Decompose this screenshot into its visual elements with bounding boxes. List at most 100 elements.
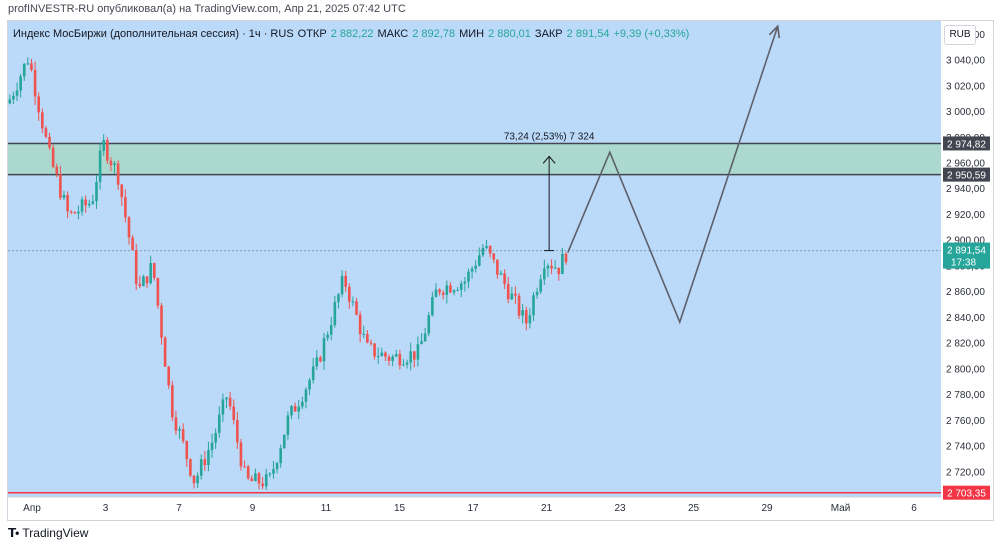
resistance-zone[interactable] (8, 143, 941, 175)
candle-down[interactable] (55, 166, 59, 175)
candle-down[interactable] (319, 357, 322, 362)
candle-up[interactable] (221, 399, 225, 415)
candle-up[interactable] (539, 279, 543, 292)
candle-down[interactable] (152, 263, 156, 279)
candle-up[interactable] (423, 333, 427, 342)
candle-up[interactable] (405, 362, 409, 365)
candle-down[interactable] (120, 184, 124, 198)
candle-up[interactable] (416, 344, 420, 360)
candle-down[interactable] (246, 466, 250, 479)
candle-down[interactable] (358, 314, 362, 335)
candle-down[interactable] (257, 473, 261, 484)
projection-path[interactable] (567, 25, 779, 325)
candle-down[interactable] (398, 354, 402, 366)
candle-up[interactable] (113, 163, 116, 166)
candle-down[interactable] (506, 283, 510, 300)
candle-up[interactable] (467, 271, 470, 282)
candle-up[interactable] (95, 181, 98, 202)
candle-down[interactable] (116, 163, 120, 185)
candle-down[interactable] (250, 478, 254, 482)
price-level-badge[interactable] (943, 167, 990, 182)
candle-down[interactable] (236, 419, 239, 443)
candle-up[interactable] (402, 364, 405, 366)
candle-up[interactable] (268, 473, 272, 475)
price-level-badge[interactable] (943, 485, 990, 500)
candle-up[interactable] (301, 401, 304, 407)
candle-down[interactable] (228, 397, 232, 407)
candle-down[interactable] (124, 197, 127, 218)
candle-down[interactable] (189, 459, 192, 476)
candle-up[interactable] (470, 268, 474, 272)
candle-up[interactable] (87, 203, 91, 206)
candle-up[interactable] (478, 255, 481, 266)
candle-up[interactable] (19, 76, 22, 91)
candle-down[interactable] (438, 289, 441, 293)
candle-down[interactable] (127, 217, 131, 238)
candle-up[interactable] (481, 247, 485, 256)
candle-down[interactable] (373, 343, 376, 357)
candle-up[interactable] (290, 405, 293, 416)
candle-up[interactable] (286, 415, 290, 435)
candle-down[interactable] (33, 69, 37, 97)
candle-up[interactable] (272, 469, 275, 474)
candle-up[interactable] (315, 357, 319, 367)
candle-down[interactable] (59, 174, 62, 199)
candle-down[interactable] (239, 442, 243, 467)
candle-up[interactable] (199, 459, 203, 476)
candle-down[interactable] (44, 128, 48, 137)
candle-up[interactable] (178, 429, 181, 431)
candle-down[interactable] (109, 160, 113, 166)
candle-up[interactable] (297, 406, 301, 412)
candle-down[interactable] (550, 265, 553, 269)
candle-up[interactable] (22, 63, 26, 77)
candle-up[interactable] (528, 315, 532, 324)
candle-up[interactable] (445, 285, 449, 295)
candle-up[interactable] (279, 448, 282, 464)
candle-up[interactable] (26, 63, 30, 65)
candle-down[interactable] (503, 273, 506, 284)
candle-up[interactable] (485, 246, 488, 248)
candle-down[interactable] (48, 136, 51, 148)
candle-down[interactable] (232, 406, 236, 420)
candle-down[interactable] (84, 199, 87, 206)
candle-up[interactable] (434, 289, 438, 298)
candle-down[interactable] (517, 295, 521, 316)
candle-up[interactable] (225, 397, 228, 400)
candle-down[interactable] (413, 351, 416, 360)
currency-button[interactable]: RUB (944, 25, 976, 45)
symbol-legend[interactable]: Индекс МосБиржи (дополнительная сессия) … (13, 25, 689, 43)
candle-up[interactable] (362, 333, 366, 335)
candle-down[interactable] (441, 292, 445, 295)
candle-down[interactable] (524, 310, 528, 324)
candle-down[interactable] (167, 366, 171, 386)
candle-up[interactable] (431, 297, 434, 316)
candle-down[interactable] (369, 342, 373, 344)
candle-up[interactable] (459, 283, 463, 290)
candle-up[interactable] (102, 139, 106, 151)
candle-up[interactable] (380, 352, 384, 357)
candle-up[interactable] (456, 289, 459, 291)
candle-up[interactable] (337, 294, 340, 303)
candle-up[interactable] (333, 302, 337, 326)
candle-down[interactable] (69, 211, 73, 213)
candle-down[interactable] (174, 417, 178, 431)
candle-up[interactable] (308, 380, 311, 390)
candle-down[interactable] (30, 63, 33, 70)
candle-up[interactable] (80, 199, 84, 212)
candle-down[interactable] (185, 441, 189, 460)
candle-up[interactable] (98, 150, 102, 182)
candle-up[interactable] (394, 354, 398, 357)
candle-down[interactable] (134, 250, 138, 284)
candle-down[interactable] (347, 286, 351, 302)
candle-up[interactable] (214, 432, 217, 443)
candle-up[interactable] (142, 276, 145, 287)
candle-down[interactable] (355, 301, 358, 315)
candle-up[interactable] (409, 351, 412, 363)
candle-down[interactable] (192, 475, 196, 484)
candle-down[interactable] (160, 305, 163, 338)
candle-up[interactable] (553, 267, 557, 269)
candle-up[interactable] (196, 475, 199, 484)
candle-down[interactable] (131, 237, 134, 251)
last-price-badge[interactable] (943, 242, 990, 269)
